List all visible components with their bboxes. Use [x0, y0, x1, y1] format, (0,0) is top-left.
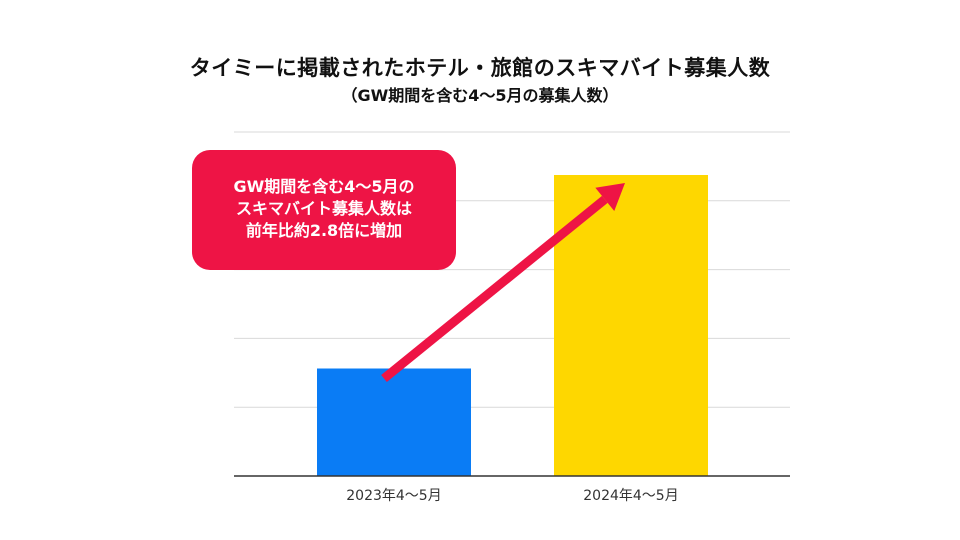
x-tick-label: 2023年4〜5月 [346, 488, 441, 504]
bar [317, 368, 471, 476]
growth-arrow-head [595, 183, 625, 212]
callout-line-1: GW期間を含む4〜5月の [233, 177, 415, 196]
growth-arrow-shaft [381, 195, 608, 382]
callout-line-3: 前年比約2.8倍に増加 [245, 221, 403, 240]
chart-subtitle: （GW期間を含む4〜5月の募集人数） [341, 86, 619, 105]
callout-box: GW期間を含む4〜5月の スキマバイト募集人数は 前年比約2.8倍に増加 [192, 150, 456, 270]
x-tick-label: 2024年4〜5月 [583, 488, 678, 504]
chart-title: タイミーに掲載されたホテル・旅館のスキマバイト募集人数 [189, 56, 771, 80]
callout-line-2: スキマバイト募集人数は [235, 199, 412, 218]
